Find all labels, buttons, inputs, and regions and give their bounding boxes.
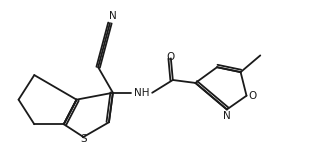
Text: O: O (248, 91, 257, 101)
Text: NH: NH (134, 88, 149, 98)
Text: N: N (109, 11, 117, 21)
Text: N: N (223, 111, 231, 121)
Text: O: O (167, 52, 175, 62)
Text: S: S (80, 134, 87, 144)
